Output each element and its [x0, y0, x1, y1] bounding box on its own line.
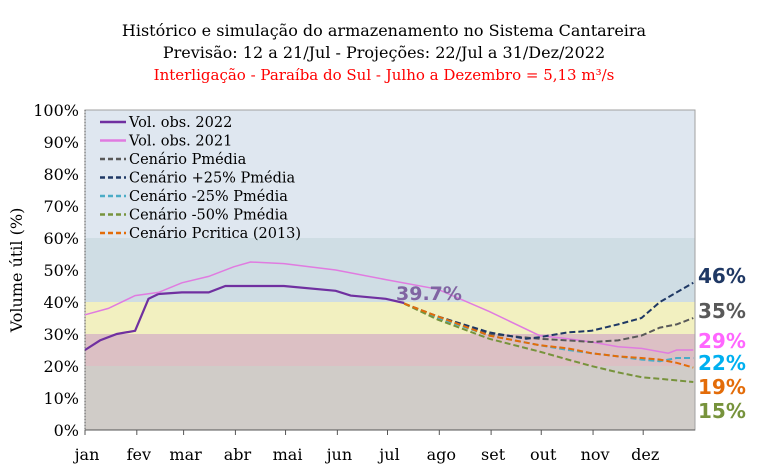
y-tick-label: 40%	[43, 293, 79, 312]
y-tick-label: 50%	[43, 261, 79, 280]
legend-label: Vol. obs. 2022	[128, 115, 232, 131]
y-tick-label: 100%	[33, 101, 79, 120]
band-0	[85, 366, 695, 430]
x-tick-label: mai	[273, 445, 303, 464]
band-4	[85, 110, 695, 238]
legend: Vol. obs. 2022 Vol. obs. 2021 Cenário Pméd…	[100, 115, 301, 242]
end-label: 35%	[698, 299, 746, 323]
y-tick-label: 80%	[43, 165, 79, 184]
band-2	[85, 302, 695, 334]
x-tick-label: fev	[127, 445, 151, 464]
x-tick-label: dez	[631, 445, 659, 464]
legend-label: Vol. obs. 2021	[128, 134, 232, 150]
chart-title: Histórico e simulação do armazenamento n…	[122, 21, 647, 40]
series-line-6	[403, 302, 694, 369]
y-tick-label: 20%	[43, 357, 79, 376]
x-tick-label: jan	[73, 445, 100, 464]
bands	[84, 109, 696, 431]
x-tick-label: ago	[427, 445, 456, 464]
end-label: 19%	[698, 375, 746, 399]
x-tick-label: mar	[169, 445, 202, 464]
current-value-annotation: 39.7%	[396, 283, 462, 305]
y-axis-label: Volume útil (%)	[7, 208, 26, 334]
series-line-1	[84, 261, 694, 354]
x-tick-label: set	[481, 445, 506, 464]
end-labels: 46% 35% 29%22%19%15%	[698, 264, 746, 423]
axes: 0%10%20%30%40%50%60%70%80%90%100%jan fev m…	[33, 101, 695, 464]
series-line-5	[403, 302, 694, 383]
series-lines	[84, 261, 694, 383]
legend-label: Cenário +25% Pmédia	[129, 171, 296, 187]
end-label: 29%	[698, 329, 746, 353]
legend-label: Cenário -25% Pmédia	[129, 189, 288, 205]
y-tick-label: 10%	[43, 389, 79, 408]
y-tick-label: 0%	[54, 421, 79, 440]
y-tick-label: 30%	[43, 325, 79, 344]
end-label: 15%	[698, 399, 746, 423]
legend-label: Cenário -50% Pmédia	[129, 208, 288, 224]
chart-subtitle: Previsão: 12 a 21/Jul - Projeções: 22/Ju…	[163, 43, 605, 62]
x-tick-label: nov	[581, 445, 610, 464]
series-line-3	[403, 281, 694, 340]
legend-label: Cenário Pmédia	[129, 152, 247, 168]
y-tick-label: 70%	[43, 197, 79, 216]
end-label: 22%	[698, 351, 746, 375]
chart-subtitle-interligacao: Interligação - Paraíba do Sul - Julho a …	[154, 66, 615, 84]
y-tick-label: 60%	[43, 229, 79, 248]
x-tick-label: out	[530, 445, 557, 464]
series-line-0	[84, 284, 405, 351]
x-tick-label: abr	[224, 445, 252, 464]
legend-label: Cenário Pcritica (2013)	[129, 226, 301, 242]
end-label: 46%	[698, 264, 746, 288]
y-tick-label: 90%	[43, 133, 79, 152]
x-tick-label: jul	[377, 445, 399, 464]
band-1	[85, 334, 695, 366]
x-tick-label: jun	[325, 445, 353, 464]
